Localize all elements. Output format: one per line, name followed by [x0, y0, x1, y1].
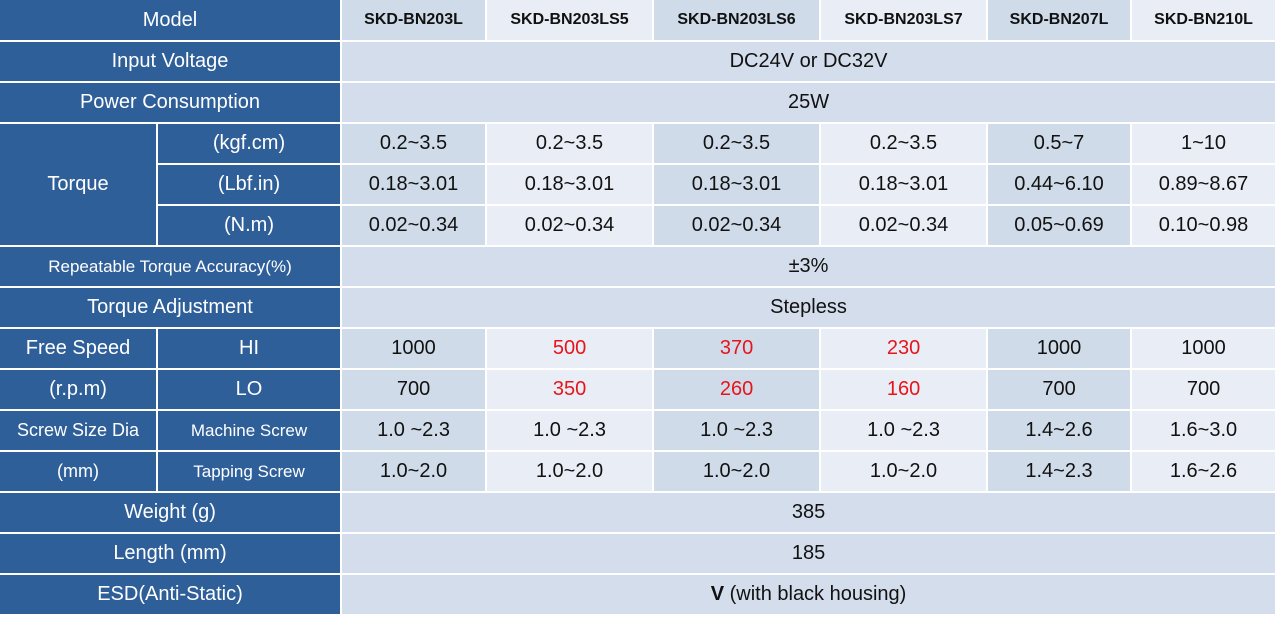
free-speed-row: Free Speed HI 1000 500 370 230 1000 1000	[0, 329, 1277, 370]
esd-value: V (with black housing)	[342, 575, 1277, 616]
model-name: SKD-BN203L	[342, 0, 488, 42]
speed-value: 230	[821, 329, 989, 370]
free-speed-mode: HI	[158, 329, 343, 370]
power-consumption-label: Power Consumption	[0, 83, 343, 124]
input-voltage-row: Input Voltage DC24V or DC32V	[0, 42, 1277, 83]
torque-row: Torque (kgf.cm) 0.2~3.5 0.2~3.5 0.2~3.5 …	[0, 124, 1277, 247]
screw-size-row: Screw Size Dia Machine Screw 1.0 ~2.3 1.…	[0, 411, 1277, 452]
torque-row: (Lbf.in) 0.18~3.01 0.18~3.01 0.18~3.01 0…	[0, 165, 1277, 206]
speed-value: 260	[654, 370, 822, 411]
speed-value: 700	[1132, 370, 1277, 411]
free-speed-mode: LO	[158, 370, 343, 411]
screw-value: 1.0 ~2.3	[342, 411, 488, 452]
screw-value: 1.0 ~2.3	[654, 411, 822, 452]
torque-value: 0.18~3.01	[821, 165, 989, 206]
input-voltage-label: Input Voltage	[0, 42, 343, 83]
model-name: SKD-BN203LS5	[487, 0, 655, 42]
power-consumption-value: 25W	[342, 83, 1277, 124]
torque-value: 0.05~0.69	[988, 206, 1133, 247]
free-speed-row: (r.p.m) LO 700 350 260 160 700 700	[0, 370, 1277, 411]
speed-value: 1000	[1132, 329, 1277, 370]
power-consumption-row: Power Consumption 25W	[0, 83, 1277, 124]
torque-value: 0.02~0.34	[654, 206, 822, 247]
model-name: SKD-BN210L	[1132, 0, 1277, 42]
model-name: SKD-BN207L	[988, 0, 1133, 42]
length-value: 185	[342, 534, 1277, 575]
screw-value: 1.4~2.3	[988, 452, 1133, 493]
torque-adjustment-row: Torque Adjustment Stepless	[0, 288, 1277, 329]
esd-note: (with black housing)	[724, 583, 907, 605]
torque-unit: (Lbf.in)	[158, 165, 343, 206]
weight-value: 385	[342, 493, 1277, 534]
esd-label: ESD(Anti-Static)	[0, 575, 343, 616]
free-speed-label: Free Speed	[0, 329, 158, 370]
torque-label: Torque	[0, 124, 158, 247]
torque-unit: (kgf.cm)	[158, 124, 343, 165]
repeatable-accuracy-value: ±3%	[342, 247, 1277, 288]
torque-value: 0.02~0.34	[821, 206, 989, 247]
model-name: SKD-BN203LS7	[821, 0, 989, 42]
screw-value: 1.0 ~2.3	[821, 411, 989, 452]
torque-value: 0.10~0.98	[1132, 206, 1277, 247]
screw-value: 1.0 ~2.3	[487, 411, 655, 452]
screw-value: 1.0~2.0	[487, 452, 655, 493]
torque-value: 0.02~0.34	[342, 206, 488, 247]
speed-value: 1000	[342, 329, 488, 370]
weight-row: Weight (g) 385	[0, 493, 1277, 534]
screw-value: 1.0~2.0	[821, 452, 989, 493]
screw-value: 1.0~2.0	[654, 452, 822, 493]
screw-size-unit-label: (mm)	[0, 452, 158, 493]
torque-value: 0.2~3.5	[821, 124, 989, 165]
screw-value: 1.4~2.6	[988, 411, 1133, 452]
torque-value: 0.44~6.10	[988, 165, 1133, 206]
model-label: Model	[0, 0, 343, 42]
torque-value: 0.18~3.01	[487, 165, 655, 206]
torque-adjustment-value: Stepless	[342, 288, 1277, 329]
length-label: Length (mm)	[0, 534, 343, 575]
torque-adjustment-label: Torque Adjustment	[0, 288, 343, 329]
model-name: SKD-BN203LS6	[654, 0, 822, 42]
speed-value: 1000	[988, 329, 1133, 370]
screw-size-label: Screw Size Dia	[0, 411, 158, 452]
length-row: Length (mm) 185	[0, 534, 1277, 575]
repeatable-accuracy-label: Repeatable Torque Accuracy(%)	[0, 247, 343, 288]
torque-value: 0.2~3.5	[487, 124, 655, 165]
torque-row: (N.m) 0.02~0.34 0.02~0.34 0.02~0.34 0.02…	[0, 206, 1277, 247]
speed-value: 370	[654, 329, 822, 370]
screw-type: Tapping Screw	[158, 452, 343, 493]
screw-value: 1.6~2.6	[1132, 452, 1277, 493]
torque-value: 0.2~3.5	[654, 124, 822, 165]
torque-value: 0.5~7	[988, 124, 1133, 165]
screw-value: 1.0~2.0	[342, 452, 488, 493]
esd-row: ESD(Anti-Static) V (with black housing)	[0, 575, 1277, 616]
speed-value: 350	[487, 370, 655, 411]
speed-value: 700	[988, 370, 1133, 411]
torque-value: 0.89~8.67	[1132, 165, 1277, 206]
speed-value: 160	[821, 370, 989, 411]
torque-unit: (N.m)	[158, 206, 343, 247]
speed-value: 500	[487, 329, 655, 370]
screw-size-row: (mm) Tapping Screw 1.0~2.0 1.0~2.0 1.0~2…	[0, 452, 1277, 493]
model-row: Model SKD-BN203L SKD-BN203LS5 SKD-BN203L…	[0, 0, 1277, 42]
free-speed-unit-label: (r.p.m)	[0, 370, 158, 411]
esd-check-mark: V	[710, 583, 725, 605]
speed-value: 700	[342, 370, 488, 411]
screw-type: Machine Screw	[158, 411, 343, 452]
weight-label: Weight (g)	[0, 493, 343, 534]
torque-value: 0.2~3.5	[342, 124, 488, 165]
torque-value: 0.02~0.34	[487, 206, 655, 247]
screw-value: 1.6~3.0	[1132, 411, 1277, 452]
torque-value: 0.18~3.01	[654, 165, 822, 206]
spec-table: Model SKD-BN203L SKD-BN203LS5 SKD-BN203L…	[0, 0, 1277, 616]
torque-value: 1~10	[1132, 124, 1277, 165]
torque-value: 0.18~3.01	[342, 165, 488, 206]
repeatable-accuracy-row: Repeatable Torque Accuracy(%) ±3%	[0, 247, 1277, 288]
input-voltage-value: DC24V or DC32V	[342, 42, 1277, 83]
